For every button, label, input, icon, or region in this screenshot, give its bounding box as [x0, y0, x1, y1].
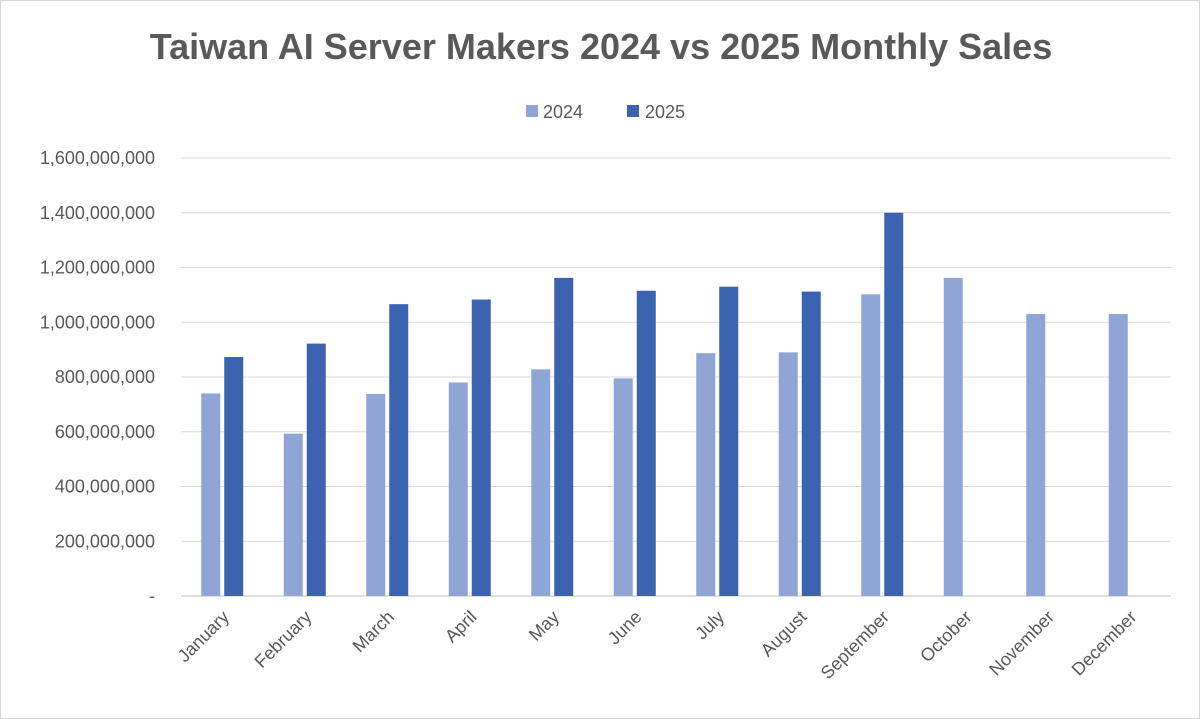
x-tick-label: June — [604, 607, 646, 649]
gridlines — [181, 157, 1171, 597]
x-tick-label: October — [916, 607, 975, 666]
bar-2025-july — [719, 286, 739, 596]
x-tick-label: November — [985, 607, 1058, 680]
y-tick-label: 1,600,000,000 — [40, 148, 155, 168]
bar-2024-july — [696, 353, 716, 596]
legend-label-2025: 2025 — [645, 102, 685, 122]
y-tick-label: 1,400,000,000 — [40, 203, 155, 223]
legend-swatch-2025 — [627, 105, 639, 117]
bar-2024-february — [283, 433, 303, 596]
y-tick-label: 1,000,000,000 — [40, 312, 155, 332]
legend-swatch-2024 — [526, 105, 538, 117]
bar-2025-september — [884, 212, 904, 596]
x-tick-label: March — [349, 607, 399, 657]
bar-2025-august — [801, 291, 821, 596]
bar-2024-june — [613, 378, 633, 596]
bar-2025-april — [471, 299, 491, 596]
y-tick-label: - — [149, 586, 155, 606]
x-tick-label: September — [817, 607, 893, 683]
y-axis-ticks: - 200,000,000 400,000,000 600,000,000 800,00… — [40, 148, 155, 606]
y-tick-label: 200,000,000 — [55, 531, 155, 551]
bar-2025-january — [224, 357, 244, 596]
x-tick-label: May — [525, 607, 563, 645]
bar-2024-november — [1026, 314, 1046, 596]
y-tick-label: 800,000,000 — [55, 367, 155, 387]
bar-2025-june — [636, 290, 656, 596]
legend: 2024 2025 — [526, 102, 685, 122]
bar-2025-march — [389, 304, 409, 596]
bar-2024-january — [201, 393, 221, 596]
y-tick-label: 1,200,000,000 — [40, 258, 155, 278]
bar-2024-april — [448, 382, 468, 596]
bar-2024-august — [778, 352, 798, 596]
bar-2024-may — [531, 369, 551, 596]
chart-title: Taiwan AI Server Makers 2024 vs 2025 Mon… — [150, 26, 1052, 67]
x-tick-label: August — [757, 607, 811, 661]
bar-2024-march — [366, 393, 386, 596]
bar-2024-october — [943, 277, 963, 596]
x-tick-label: April — [441, 607, 481, 647]
y-tick-label: 400,000,000 — [55, 477, 155, 497]
x-tick-label: January — [174, 607, 233, 666]
x-tick-label: December — [1068, 607, 1141, 680]
x-tick-label: July — [691, 607, 728, 644]
x-tick-label: February — [251, 607, 316, 672]
x-axis-ticks: January February March April May June July Augu… — [174, 607, 1141, 683]
bar-2025-may — [554, 277, 574, 596]
bars — [201, 212, 1128, 596]
bar-2024-december — [1108, 314, 1128, 596]
bar-2025-february — [306, 343, 326, 596]
legend-label-2024: 2024 — [543, 102, 583, 122]
y-tick-label: 600,000,000 — [55, 422, 155, 442]
bar-2024-september — [861, 294, 881, 596]
